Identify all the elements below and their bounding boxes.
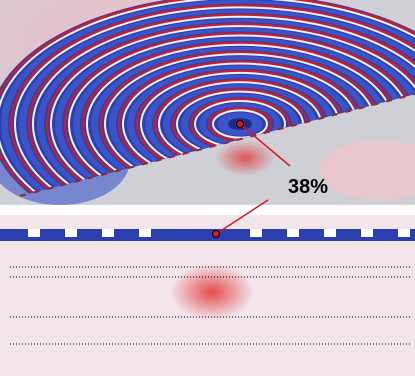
wave-ring	[63, 32, 415, 196]
pointer-line	[239, 123, 291, 167]
bottom-field-plot	[0, 215, 415, 376]
grating-gap	[250, 229, 262, 237]
wave-ring	[50, 25, 415, 196]
wave-ring	[212, 109, 268, 139]
wave-ring	[32, 15, 415, 196]
wave-ring	[27, 13, 415, 196]
grating-gap	[28, 229, 40, 237]
marker-dot	[236, 120, 244, 128]
marker-dot	[212, 230, 220, 238]
grating-gap	[287, 229, 299, 237]
grating-gap	[102, 229, 114, 237]
annotation-label: 38%	[288, 176, 328, 198]
grating-gap	[324, 229, 336, 237]
wave-ring	[45, 22, 415, 196]
grating-gap	[398, 229, 410, 237]
grating-gap	[65, 229, 77, 237]
pointer-line	[215, 199, 269, 235]
grating-gap	[361, 229, 373, 237]
wave-ring	[14, 6, 415, 196]
grating-gap	[139, 229, 151, 237]
wave-ring	[9, 4, 415, 196]
